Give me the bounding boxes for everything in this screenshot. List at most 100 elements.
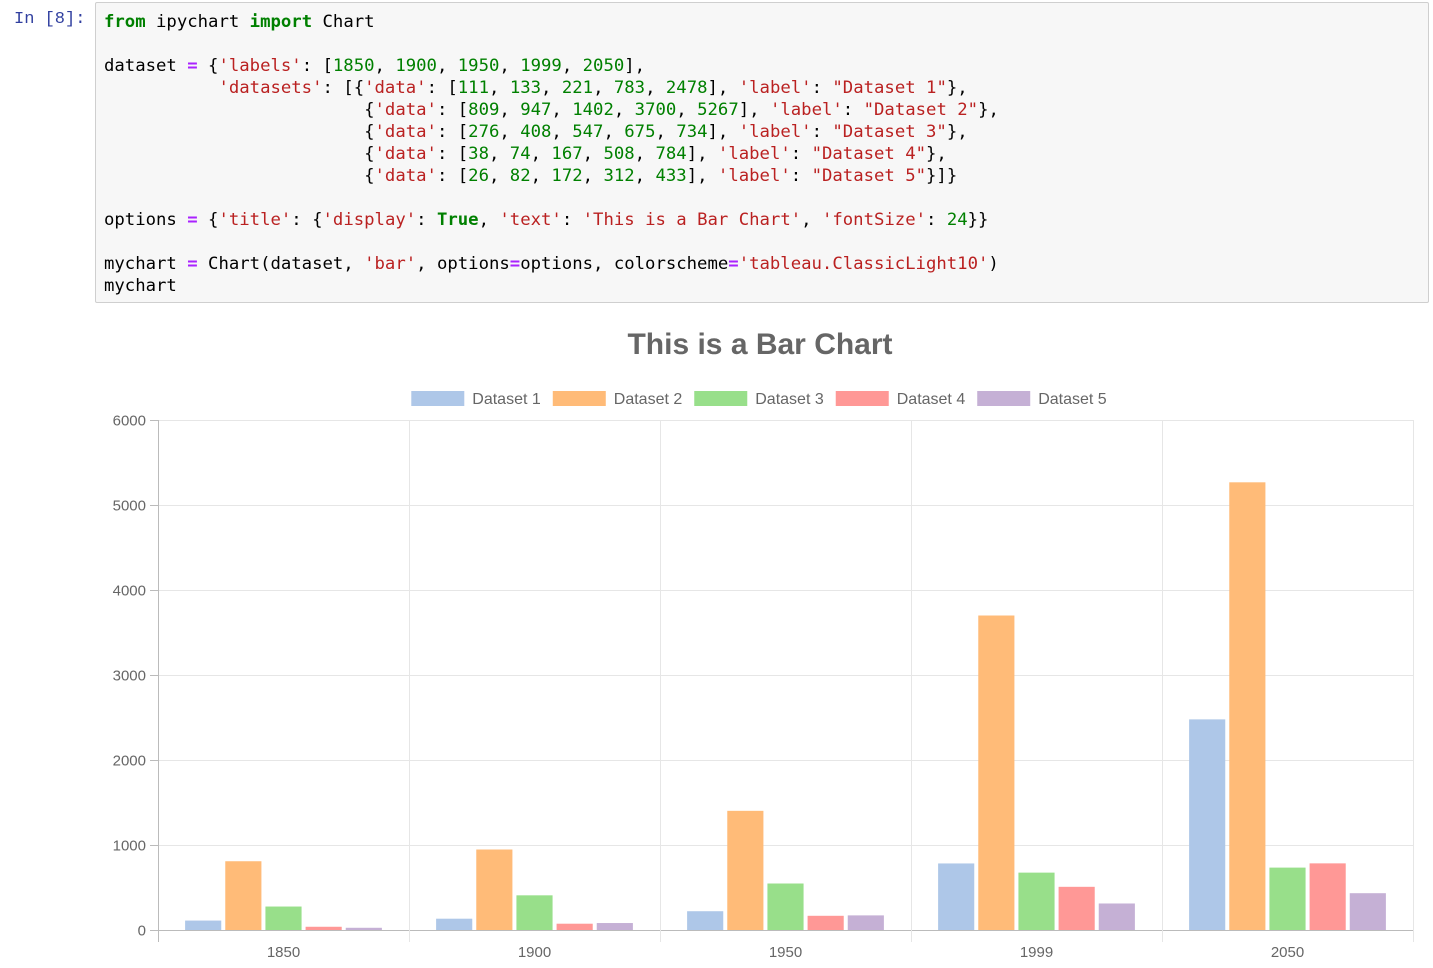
bar — [767, 883, 804, 930]
code-token: }, — [926, 144, 947, 164]
code-line: {'data': [38, 74, 167, 508, 784], 'label… — [104, 143, 999, 165]
code-token: 'text' — [499, 210, 562, 230]
code-token: , — [655, 122, 677, 142]
legend-swatch — [835, 391, 889, 406]
code-token: ], — [707, 122, 739, 142]
code-line: mychart — [104, 275, 999, 297]
code-line — [104, 231, 999, 253]
code-token: , — [499, 100, 521, 120]
code-token: : [ — [436, 122, 469, 142]
code-token: , — [499, 122, 521, 142]
y-tick-label: 1000 — [113, 838, 146, 855]
code-token: , — [582, 144, 604, 164]
code-token: 276 — [468, 122, 500, 142]
code-token: , — [488, 166, 510, 186]
code-token: : — [926, 210, 947, 230]
code-token: }, — [946, 122, 968, 142]
code-token: 2478 — [665, 78, 708, 98]
code-token: : — [811, 78, 833, 98]
code-token: , — [551, 122, 573, 142]
code-token: , — [801, 210, 822, 230]
legend-item: Dataset 5 — [977, 391, 1107, 408]
legend-item: Dataset 2 — [552, 391, 683, 408]
y-tick-label: 0 — [138, 923, 146, 940]
x-tick-label: 1900 — [518, 944, 551, 961]
cell-output: This is a Bar Chart Dataset 1 Dataset 2 Dat… — [95, 305, 1433, 963]
code-editor[interactable]: from ipychart import Chart dataset = {'la… — [104, 11, 999, 297]
code-token: , — [478, 210, 500, 230]
code-token: ipychart — [145, 12, 250, 32]
y-tick-label: 2000 — [113, 753, 146, 770]
code-token: from — [104, 12, 146, 32]
code-token: 5267 — [697, 100, 739, 120]
code-token: 38 — [468, 144, 489, 164]
bar — [225, 861, 262, 930]
code-token: 1999 — [520, 56, 562, 76]
code-token: "Dataset 5" — [811, 166, 927, 186]
y-tick-label: 4000 — [113, 583, 146, 600]
x-tick-label: 1850 — [267, 944, 300, 961]
legend-label: Dataset 2 — [614, 391, 683, 408]
bar — [978, 615, 1015, 930]
code-token: 508 — [603, 144, 635, 164]
code-token: , — [561, 56, 583, 76]
code-token: 'label' — [717, 166, 791, 186]
code-token: { — [104, 122, 375, 142]
code-token: 'data' — [374, 100, 437, 120]
code-token — [104, 78, 218, 98]
code-token: ) — [988, 254, 999, 274]
code-token: 'This is a Bar Chart' — [582, 210, 802, 230]
bar — [305, 926, 342, 930]
code-token: 809 — [468, 100, 500, 120]
legend-label: Dataset 4 — [897, 391, 966, 408]
code-token: }]} — [926, 166, 958, 186]
code-token: "Dataset 1" — [832, 78, 947, 98]
code-token: : — [811, 122, 833, 142]
bar — [596, 923, 633, 930]
code-token: : [ — [426, 78, 458, 98]
bar — [807, 915, 844, 930]
code-token: : [ — [301, 56, 333, 76]
code-token: , — [499, 56, 521, 76]
code-token: 24 — [946, 210, 968, 230]
legend-label: Dataset 5 — [1038, 391, 1107, 408]
code-token: = — [187, 254, 198, 274]
bar — [345, 927, 382, 930]
code-token: }, — [978, 100, 999, 120]
code-token: = — [728, 254, 739, 274]
code-token: options — [104, 210, 188, 230]
code-token: 1900 — [395, 56, 437, 76]
code-token: 'data' — [374, 144, 437, 164]
code-token: , — [634, 166, 656, 186]
code-token: 312 — [603, 166, 635, 186]
code-token: 1402 — [572, 100, 614, 120]
code-token: "Dataset 4" — [811, 144, 927, 164]
code-token: , options — [416, 254, 510, 274]
code-line: {'data': [26, 82, 172, 312, 433], 'label… — [104, 165, 999, 187]
code-token: 947 — [520, 100, 552, 120]
code-token: 'label' — [769, 100, 843, 120]
code-token: "Dataset 2" — [863, 100, 979, 120]
code-token: 3700 — [634, 100, 677, 120]
code-token: 172 — [551, 166, 583, 186]
code-token: dataset — [104, 56, 188, 76]
code-token: 'label' — [738, 78, 812, 98]
code-line: {'data': [809, 947, 1402, 3700, 5267], '… — [104, 99, 999, 121]
code-line — [104, 33, 999, 55]
code-line: mychart = Chart(dataset, 'bar', options=… — [104, 253, 999, 275]
code-token: ], — [686, 144, 718, 164]
bar — [556, 923, 593, 930]
legend-swatch — [977, 391, 1031, 406]
bar — [1269, 867, 1306, 930]
bar — [185, 920, 222, 930]
code-token: 'labels' — [218, 56, 302, 76]
code-token: , — [374, 56, 396, 76]
legend-item: Dataset 4 — [835, 391, 966, 408]
code-token: options, colorscheme — [520, 254, 729, 274]
code-token: 'datasets' — [218, 78, 323, 98]
code-cell[interactable]: from ipychart import Chart dataset = {'la… — [95, 2, 1429, 303]
code-token: , — [676, 100, 698, 120]
code-token: { — [197, 56, 219, 76]
code-token: , — [582, 166, 604, 186]
code-token: : [ — [436, 144, 469, 164]
